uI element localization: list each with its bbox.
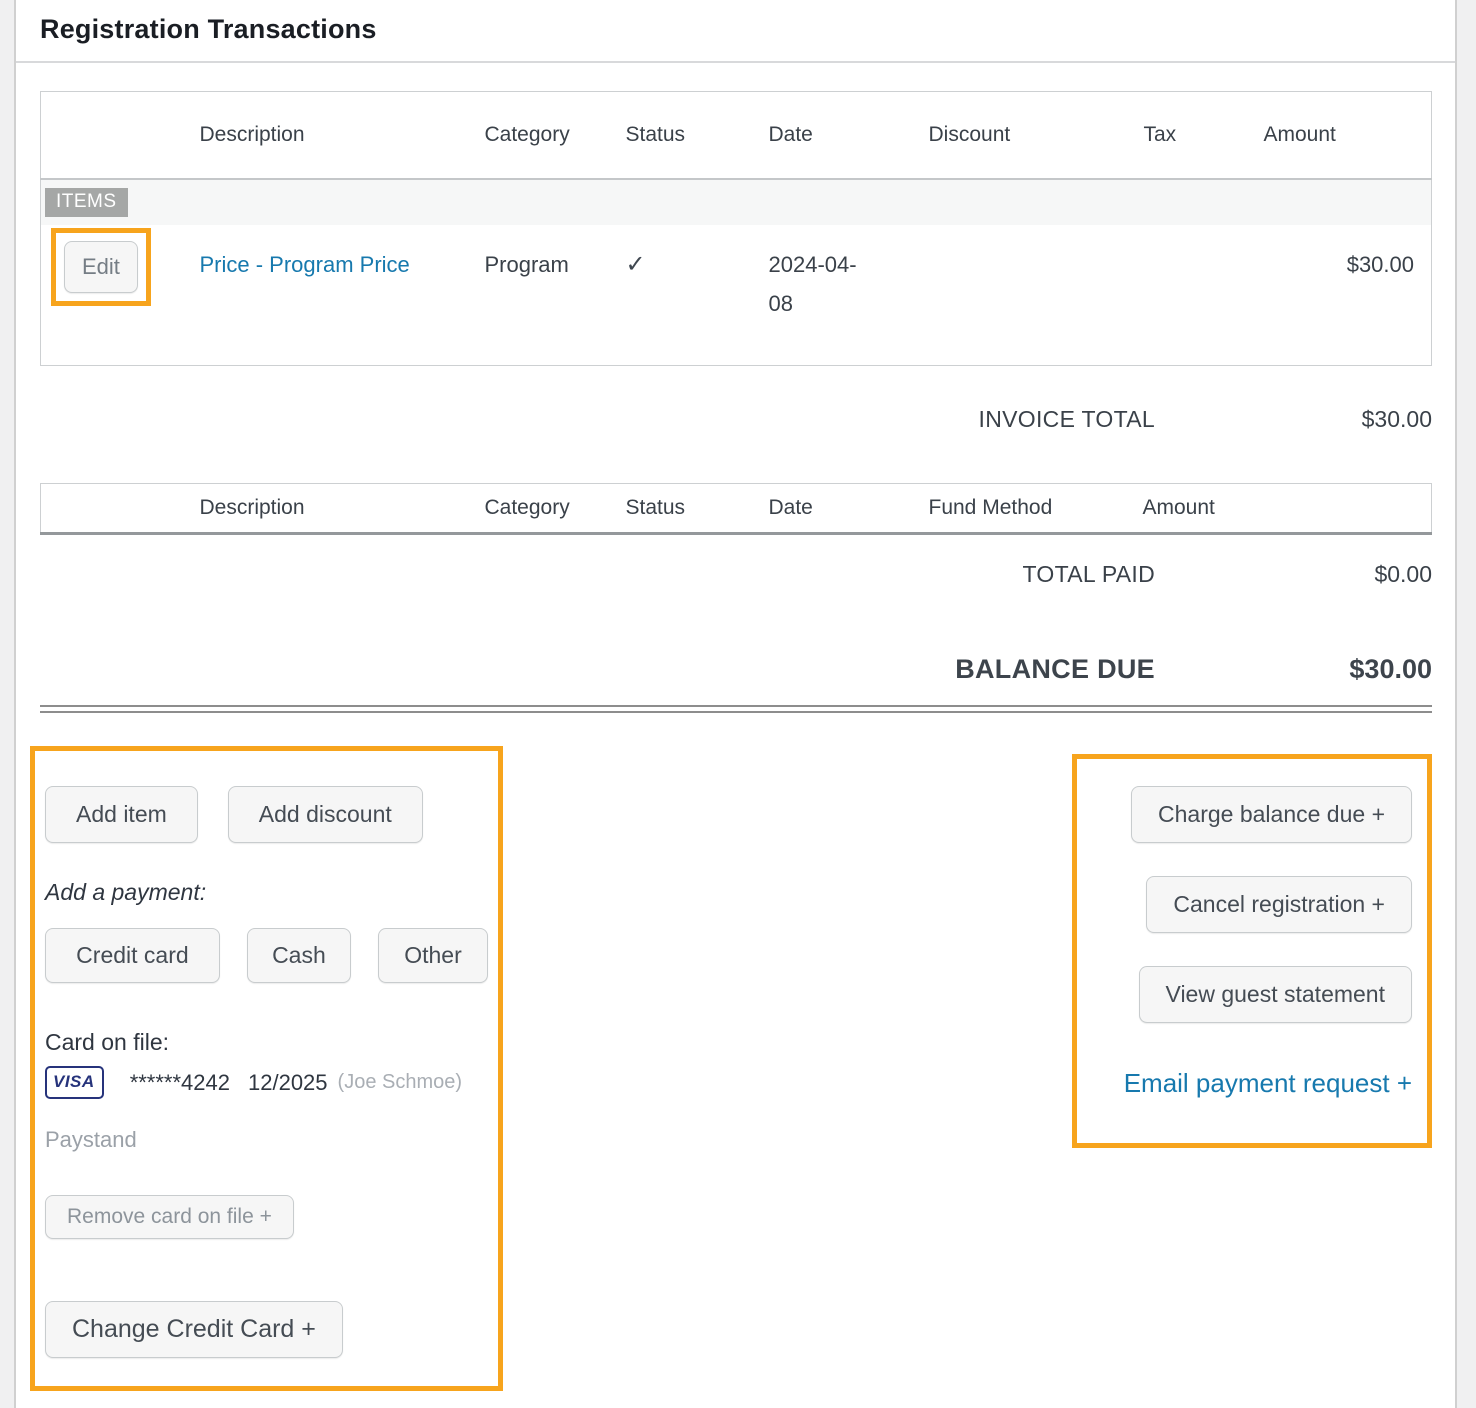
card-number: ******4242 — [129, 1069, 230, 1095]
remove-card-row: Remove card on file + — [45, 1195, 488, 1239]
items-group-row: ITEMS — [40, 179, 1432, 225]
column-header-category: Category — [484, 496, 570, 519]
add-item-button[interactable]: Add item — [45, 786, 198, 843]
card-holder-name: (Joe Schmoe) — [337, 1071, 463, 1093]
registration-transactions-panel: Registration Transactions Description Ca… — [14, 0, 1457, 1408]
item-buttons-row: Add item Add discount — [45, 786, 488, 843]
visa-logo: VISA — [45, 1066, 104, 1099]
balance-due-row: BALANCE DUE $30.00 — [40, 654, 1432, 685]
item-amount: $30.00 — [1346, 252, 1414, 277]
total-paid-label: TOTAL PAID — [1022, 561, 1155, 587]
column-header-actions — [41, 484, 186, 534]
edit-button[interactable]: Edit — [64, 241, 138, 293]
invoice-table-header-row: Description Category Status Date Discoun… — [40, 92, 1432, 180]
cancel-registration-button[interactable]: Cancel registration + — [1146, 876, 1412, 933]
add-payment-label: Add a payment: — [45, 879, 207, 905]
change-card-row: Change Credit Card + — [45, 1301, 488, 1358]
item-category: Program — [484, 252, 569, 277]
total-paid-row: TOTAL PAID $0.00 — [40, 561, 1432, 588]
panel-content: Description Category Status Date Discoun… — [16, 91, 1455, 1391]
remove-card-on-file-button[interactable]: Remove card on file + — [45, 1195, 294, 1239]
cash-button[interactable]: Cash — [246, 928, 351, 983]
column-header-status: Status — [625, 496, 686, 519]
highlight-box-registration-actions: Charge balance due + Cancel registration… — [1072, 754, 1432, 1148]
add-discount-button[interactable]: Add discount — [227, 786, 423, 843]
card-on-file-label: Card on file: — [45, 1029, 170, 1055]
payments-table: Description Category Status Date Fund Me… — [40, 483, 1432, 535]
column-header-fund-method: Fund Method — [928, 496, 1053, 519]
panel-header: Registration Transactions — [16, 0, 1455, 63]
item-tax — [1130, 225, 1250, 366]
invoice-total-label: INVOICE TOTAL — [978, 406, 1155, 432]
credit-card-button[interactable]: Credit card — [45, 928, 220, 983]
balance-due-amount: $30.00 — [1349, 654, 1432, 684]
invoice-total-amount: $30.00 — [1361, 406, 1432, 432]
item-date: 2024-04-08 — [768, 252, 857, 316]
other-payment-button[interactable]: Other — [377, 928, 489, 983]
column-header-date: Date — [768, 123, 813, 146]
change-credit-card-button[interactable]: Change Credit Card + — [45, 1301, 343, 1358]
column-header-date: Date — [768, 496, 813, 519]
page-title: Registration Transactions — [40, 14, 377, 44]
balance-due-label: BALANCE DUE — [955, 654, 1155, 684]
payments-table-header-row: Description Category Status Date Fund Me… — [40, 484, 1432, 534]
column-header-category: Category — [484, 123, 570, 146]
items-group-badge: ITEMS — [45, 188, 128, 217]
column-header-description: Description — [199, 123, 305, 146]
email-payment-request-link[interactable]: Email payment request + — [1123, 1068, 1412, 1098]
status-check-icon: ✓ — [625, 251, 646, 278]
column-header-discount: Discount — [928, 123, 1011, 146]
card-on-file-row: VISA ******4242 12/2025 (Joe Schmoe) — [45, 1066, 488, 1099]
table-row: Edit Price - Program Price Program ✓ 202… — [41, 225, 1432, 366]
double-rule-divider — [40, 705, 1432, 713]
payment-processor-label: Paystand — [45, 1127, 137, 1152]
invoice-total-row: INVOICE TOTAL $30.00 — [40, 406, 1432, 433]
item-description-link[interactable]: Price - Program Price — [199, 252, 410, 277]
view-guest-statement-button[interactable]: View guest statement — [1138, 966, 1412, 1023]
payment-method-buttons-row: Credit card Cash Other — [45, 928, 489, 983]
item-discount — [915, 225, 1130, 366]
column-header-status: Status — [625, 123, 686, 146]
highlight-box-payment-actions: Add item Add discount Add a payment: Cre… — [30, 746, 503, 1391]
total-paid-amount: $0.00 — [1374, 561, 1432, 587]
column-header-amount: Amount — [1142, 496, 1215, 519]
column-header-amount: Amount — [1263, 123, 1336, 146]
column-header-tax: Tax — [1143, 123, 1177, 146]
actions-section: Add item Add discount Add a payment: Cre… — [30, 746, 1432, 1391]
card-expiry: 12/2025 — [248, 1069, 328, 1095]
highlight-box-edit: Edit — [51, 228, 151, 306]
column-header-description: Description — [199, 496, 305, 519]
column-header-actions — [41, 92, 186, 180]
charge-balance-due-button[interactable]: Charge balance due + — [1131, 786, 1412, 843]
invoice-items-table: Description Category Status Date Discoun… — [40, 91, 1432, 366]
